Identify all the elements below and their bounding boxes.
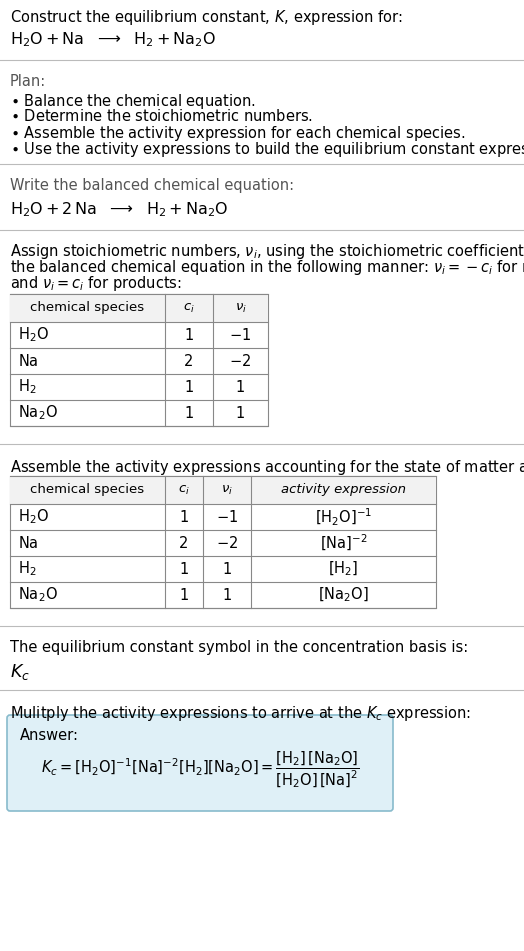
Text: $\mathrm{Na}$: $\mathrm{Na}$ — [18, 353, 39, 369]
Text: Assign stoichiometric numbers, $\nu_i$, using the stoichiometric coefficients, $: Assign stoichiometric numbers, $\nu_i$, … — [10, 242, 524, 261]
Text: $\mathrm{H_2}$: $\mathrm{H_2}$ — [18, 559, 37, 578]
Text: $\nu_i$: $\nu_i$ — [221, 483, 233, 496]
Text: $[\mathrm{H_2}]$: $[\mathrm{H_2}]$ — [329, 560, 358, 578]
Text: 2: 2 — [184, 354, 194, 368]
Bar — [10, 294, 268, 426]
Text: the balanced chemical equation in the following manner: $\nu_i = -c_i$ for react: the balanced chemical equation in the fo… — [10, 258, 524, 277]
Text: chemical species: chemical species — [30, 301, 145, 315]
Text: 2: 2 — [179, 535, 189, 551]
Text: $-2$: $-2$ — [216, 535, 238, 551]
Text: 1: 1 — [236, 405, 245, 420]
Text: Plan:: Plan: — [10, 74, 46, 89]
Text: $\mathrm{H_2}$: $\mathrm{H_2}$ — [18, 378, 37, 397]
Text: $\bullet$ Assemble the activity expression for each chemical species.: $\bullet$ Assemble the activity expressi… — [10, 124, 465, 143]
Text: $-2$: $-2$ — [230, 353, 252, 369]
Text: $K_c = [\mathrm{H_2O}]^{-1}[\mathrm{Na}]^{-2}[\mathrm{H_2}][\mathrm{Na_2O}] = \d: $K_c = [\mathrm{H_2O}]^{-1}[\mathrm{Na}]… — [41, 749, 359, 790]
FancyBboxPatch shape — [7, 715, 393, 811]
Text: 1: 1 — [184, 327, 194, 342]
Text: $\bullet$ Balance the chemical equation.: $\bullet$ Balance the chemical equation. — [10, 92, 255, 111]
Text: $\mathrm{H_2O + Na}$  $\longrightarrow$  $\mathrm{H_2 + Na_2O}$: $\mathrm{H_2O + Na}$ $\longrightarrow$ $… — [10, 30, 216, 49]
Text: The equilibrium constant symbol in the concentration basis is:: The equilibrium constant symbol in the c… — [10, 640, 468, 655]
Text: $-1$: $-1$ — [216, 509, 238, 525]
Text: 1: 1 — [184, 405, 194, 420]
Bar — [10, 476, 436, 608]
Text: 1: 1 — [236, 379, 245, 395]
Bar — [10, 294, 268, 322]
Text: 1: 1 — [179, 561, 189, 576]
Text: Assemble the activity expressions accounting for the state of matter and $\nu_i$: Assemble the activity expressions accoun… — [10, 458, 524, 477]
Text: 1: 1 — [179, 588, 189, 603]
Text: $[\mathrm{Na}]^{-2}$: $[\mathrm{Na}]^{-2}$ — [320, 533, 367, 553]
Text: $\mathrm{H_2O}$: $\mathrm{H_2O}$ — [18, 508, 49, 526]
Text: $\mathrm{H_2O + 2\,Na}$  $\longrightarrow$  $\mathrm{H_2 + Na_2O}$: $\mathrm{H_2O + 2\,Na}$ $\longrightarrow… — [10, 200, 228, 219]
Text: $c_i$: $c_i$ — [178, 483, 190, 496]
Text: $\mathrm{Na_2O}$: $\mathrm{Na_2O}$ — [18, 403, 58, 422]
Text: Construct the equilibrium constant, $K$, expression for:: Construct the equilibrium constant, $K$,… — [10, 8, 402, 27]
Text: 1: 1 — [222, 561, 232, 576]
Text: $[\mathrm{Na_2O}]$: $[\mathrm{Na_2O}]$ — [318, 586, 369, 604]
Text: $\mathrm{Na_2O}$: $\mathrm{Na_2O}$ — [18, 586, 58, 604]
Text: $\mathrm{H_2O}$: $\mathrm{H_2O}$ — [18, 325, 49, 344]
Text: and $\nu_i = c_i$ for products:: and $\nu_i = c_i$ for products: — [10, 274, 182, 293]
Bar — [10, 476, 436, 504]
Text: 1: 1 — [179, 510, 189, 525]
Text: $\bullet$ Determine the stoichiometric numbers.: $\bullet$ Determine the stoichiometric n… — [10, 108, 313, 124]
Text: Mulitply the activity expressions to arrive at the $K_c$ expression:: Mulitply the activity expressions to arr… — [10, 704, 471, 723]
Text: $\nu_i$: $\nu_i$ — [235, 301, 246, 315]
Text: Write the balanced chemical equation:: Write the balanced chemical equation: — [10, 178, 294, 193]
Text: activity expression: activity expression — [281, 483, 406, 496]
Text: $K_c$: $K_c$ — [10, 662, 30, 682]
Text: Answer:: Answer: — [20, 728, 79, 743]
Text: $-1$: $-1$ — [230, 327, 252, 343]
Text: $\mathrm{Na}$: $\mathrm{Na}$ — [18, 535, 39, 551]
Text: 1: 1 — [184, 379, 194, 395]
Text: $\bullet$ Use the activity expressions to build the equilibrium constant express: $\bullet$ Use the activity expressions t… — [10, 140, 524, 159]
Text: $[\mathrm{H_2O}]^{-1}$: $[\mathrm{H_2O}]^{-1}$ — [315, 507, 372, 528]
Text: 1: 1 — [222, 588, 232, 603]
Text: chemical species: chemical species — [30, 483, 145, 496]
Text: $c_i$: $c_i$ — [183, 301, 195, 315]
